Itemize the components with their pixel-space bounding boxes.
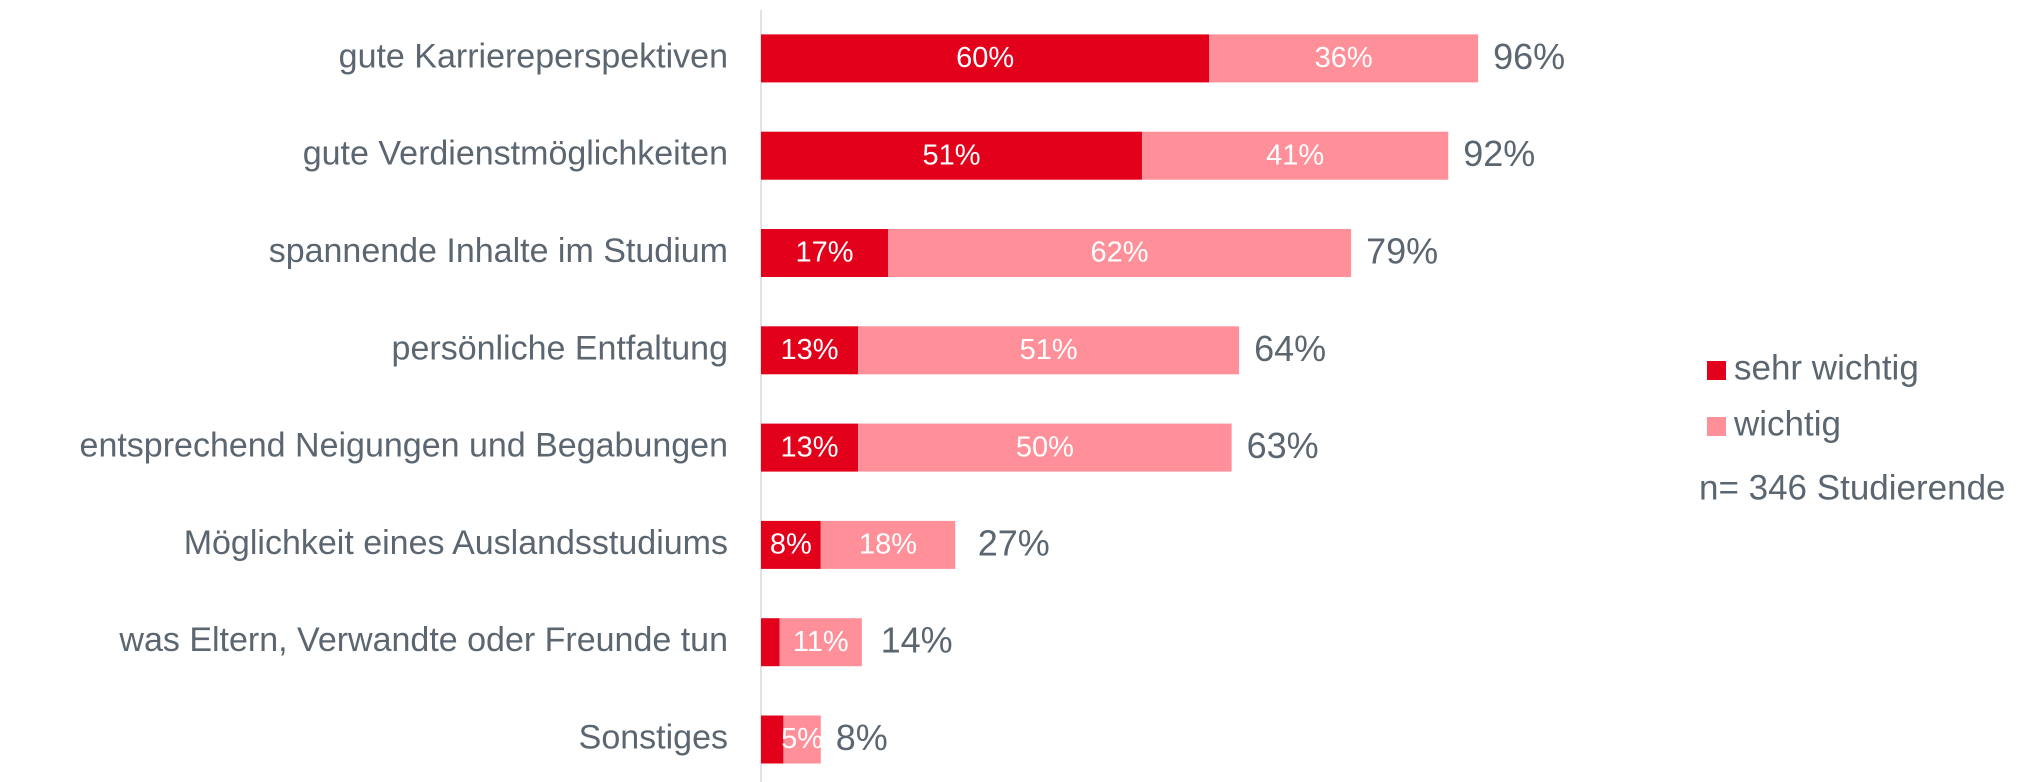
category-label: spannende Inhalte im Studium (269, 232, 728, 270)
segment-label: 41% (1266, 139, 1324, 171)
category-label: Sonstiges (579, 718, 728, 756)
total-label: 63% (1247, 425, 1319, 466)
bar-segment (1141, 131, 1449, 180)
bar-segment (1209, 34, 1479, 83)
segment-label: 50% (1016, 431, 1074, 463)
category-label: was Eltern, Verwandte oder Freunde tun (118, 621, 728, 659)
bar-segment (887, 229, 1352, 277)
bar-segment (761, 326, 859, 375)
legend-swatch (1707, 417, 1726, 436)
segment-label: 51% (922, 139, 980, 171)
segment-label: 11% (793, 626, 849, 658)
bar-segment (761, 715, 784, 764)
legend-swatch (1707, 361, 1726, 380)
bar-segment (858, 326, 1240, 375)
bar-segment (761, 229, 888, 277)
bar-segment (761, 618, 780, 667)
segment-label: 13% (781, 431, 839, 463)
segment-label: 36% (1315, 42, 1373, 74)
category-label: gute Verdienstmöglichkeiten (303, 135, 728, 173)
segment-label: 13% (781, 334, 839, 366)
total-label: 92% (1463, 133, 1535, 174)
total-label: 79% (1366, 231, 1438, 272)
segment-label: 51% (1020, 334, 1078, 366)
bar-segment (783, 715, 821, 764)
segment-label: 62% (1091, 237, 1149, 269)
sample-note: n= 346 Studierende (1699, 468, 2006, 507)
bar-segment (761, 423, 859, 472)
total-label: 64% (1254, 328, 1326, 369)
total-label: 8% (836, 717, 888, 758)
bar-segment (761, 131, 1142, 180)
total-label: 14% (881, 620, 953, 661)
bar-segment (779, 618, 862, 667)
bar-segment (820, 520, 956, 569)
total-label: 27% (978, 522, 1050, 563)
bar-segment (858, 423, 1232, 472)
bar-segment (761, 34, 1210, 83)
total-label: 96% (1493, 36, 1565, 77)
segment-label: 60% (956, 42, 1014, 74)
category-label: Möglichkeit eines Auslandsstudiums (184, 524, 728, 562)
bar-segment (761, 520, 821, 569)
legend-label: wichtig (1733, 404, 1841, 443)
category-label: persönliche Entfaltung (392, 329, 728, 367)
segment-label: 17% (795, 237, 853, 269)
category-label: entsprechend Neigungen und Begabungen (80, 427, 728, 465)
segment-label: 8% (770, 529, 812, 561)
legend-label: sehr wichtig (1734, 348, 1919, 387)
category-label: gute Karriereperspektiven (339, 37, 728, 75)
segment-label: 5% (781, 723, 823, 755)
segment-label: 18% (859, 529, 917, 561)
